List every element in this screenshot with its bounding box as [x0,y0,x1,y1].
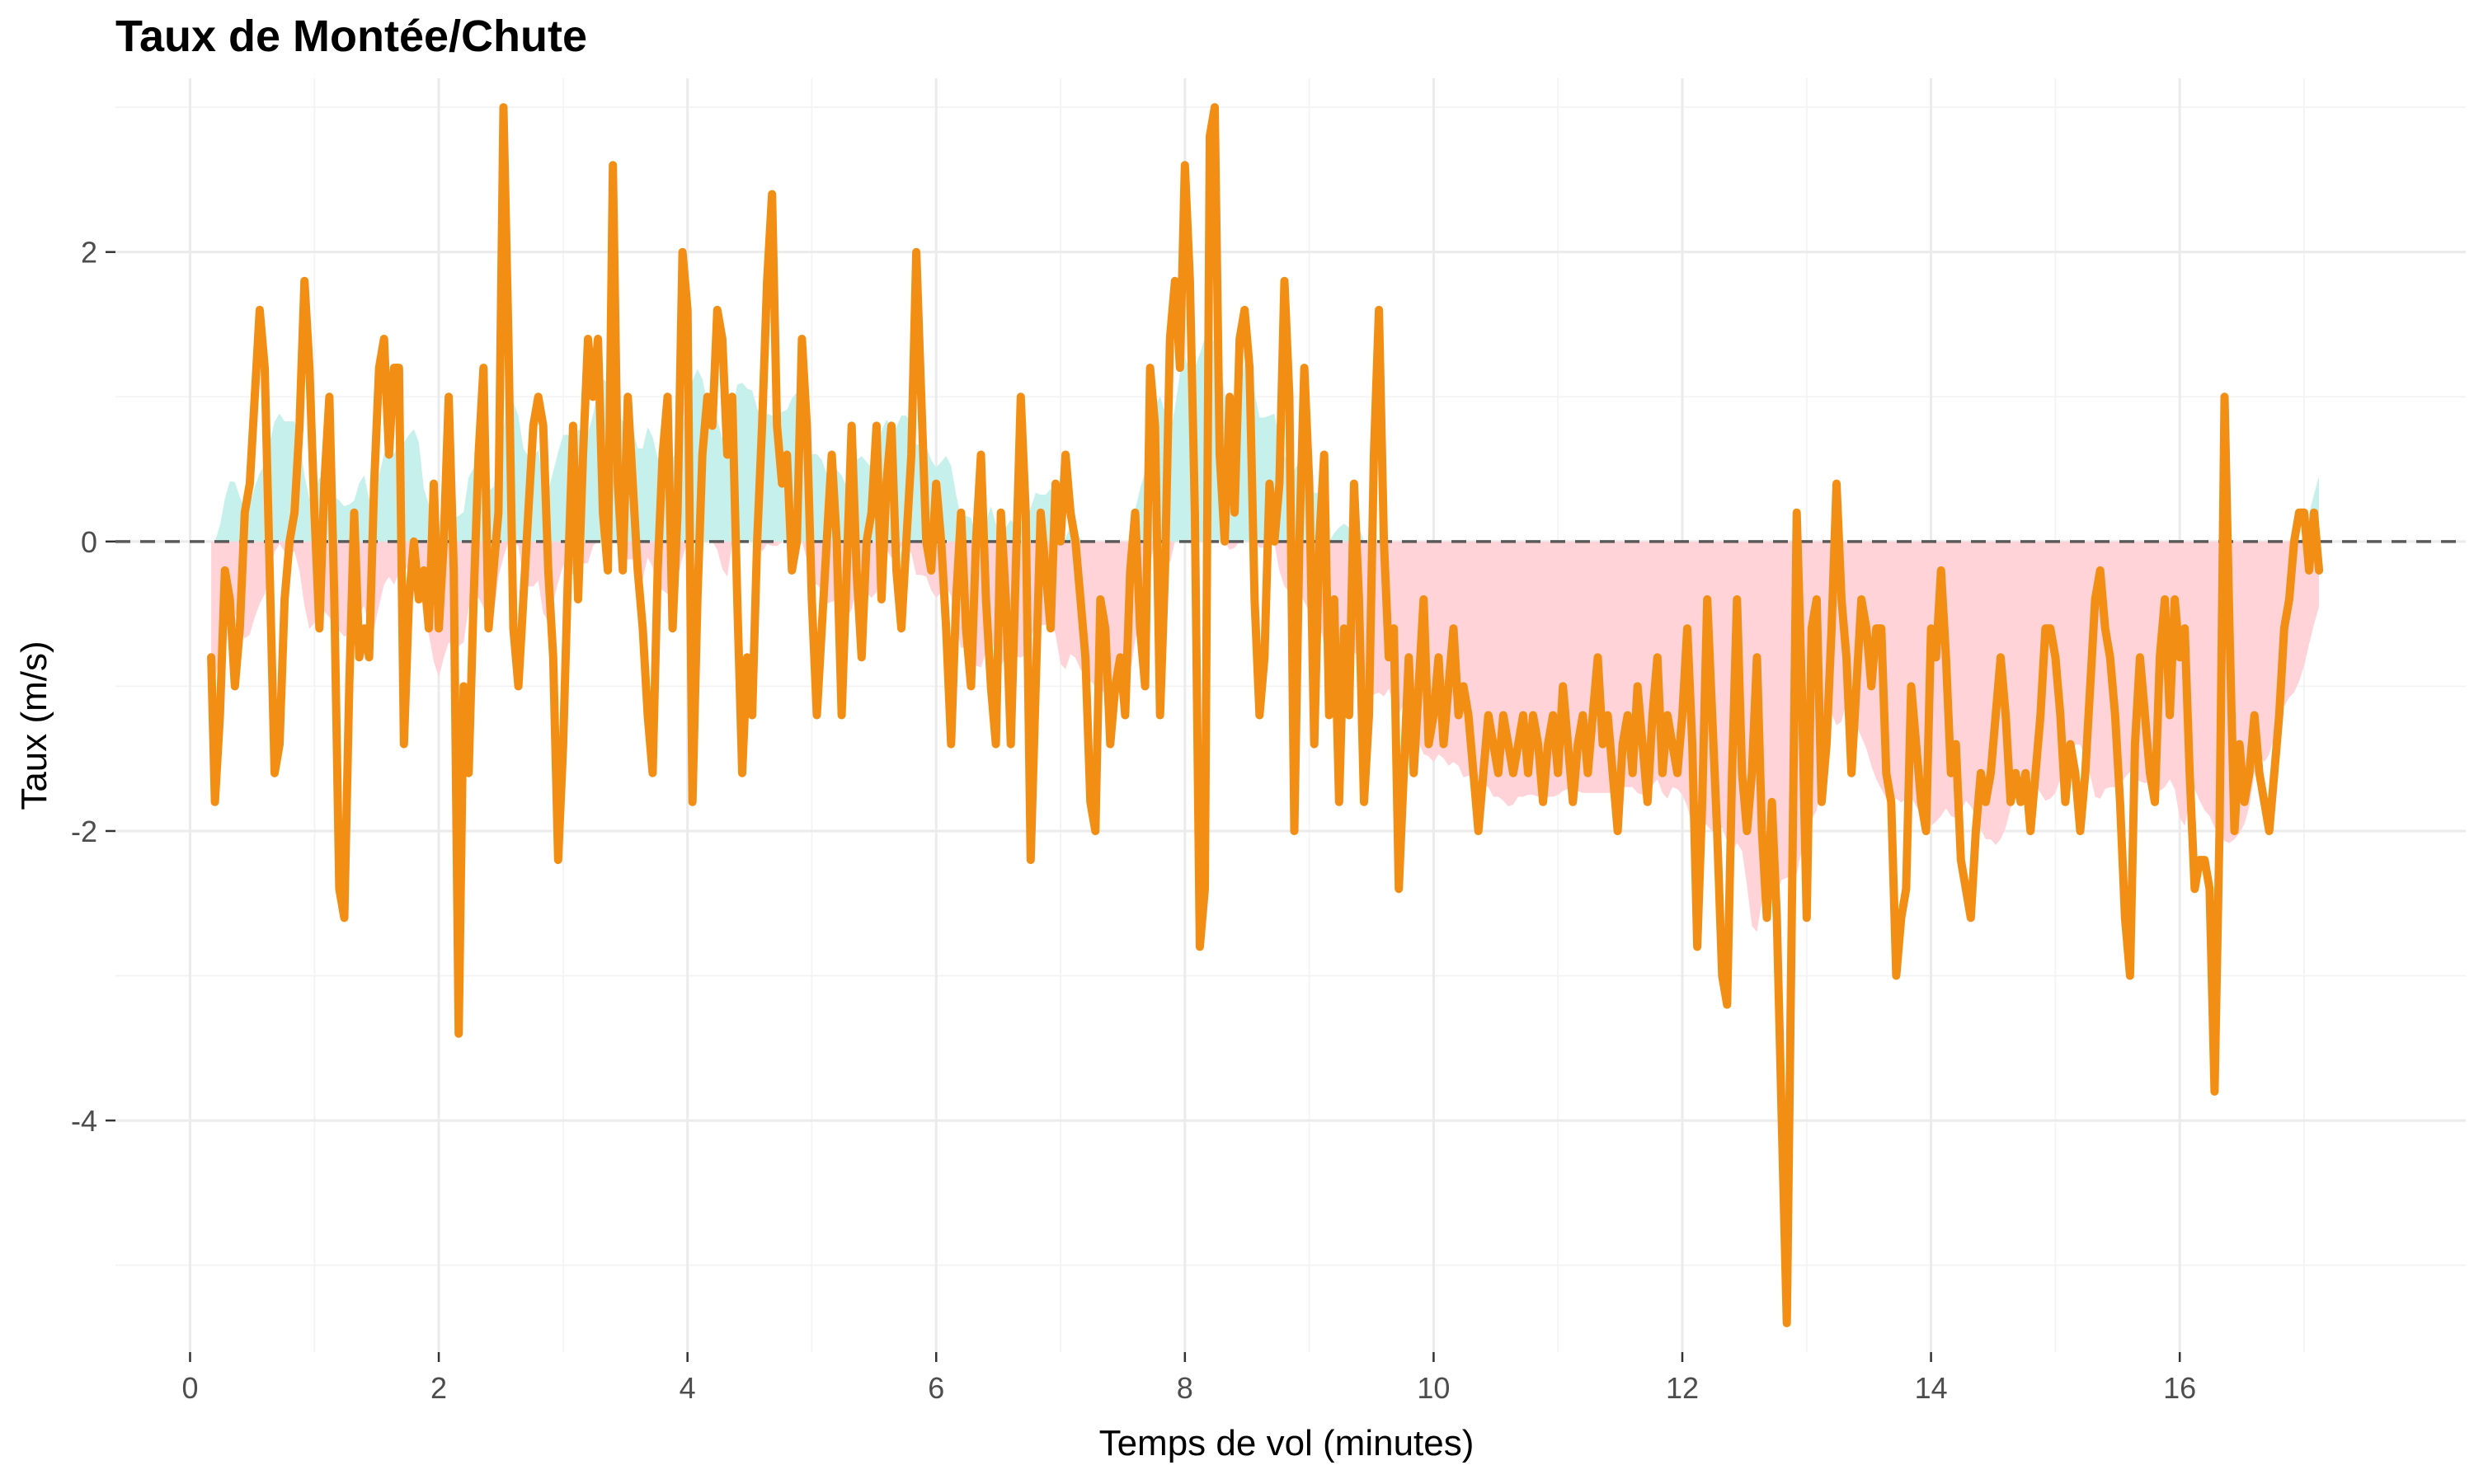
x-tick-label: 12 [1666,1371,1699,1405]
chart-title: Taux de Montée/Chute [115,12,587,61]
y-tick-label: -4 [71,1104,97,1138]
x-tick-label: 2 [430,1371,447,1405]
series-line [207,103,2324,1327]
y-axis: -4 -2 0 2 [71,236,115,1138]
x-axis-title: Temps de vol (minutes) [1099,1423,1475,1463]
x-tick-label: 14 [1915,1371,1948,1405]
x-axis: 0 2 4 6 8 10 12 14 16 [181,1352,2196,1405]
x-tick-label: 16 [2163,1371,2196,1405]
x-tick-label: 8 [1177,1371,1193,1405]
y-tick-label: 0 [81,525,97,559]
x-tick-label: 4 [680,1371,696,1405]
x-tick-label: 10 [1417,1371,1450,1405]
y-tick-label: 2 [81,236,97,270]
series-layer [207,103,2324,1327]
y-tick-label: -2 [71,815,97,848]
y-axis-title: Taux (m/s) [14,641,54,810]
x-tick-label: 0 [181,1371,198,1405]
x-tick-label: 6 [928,1371,944,1405]
